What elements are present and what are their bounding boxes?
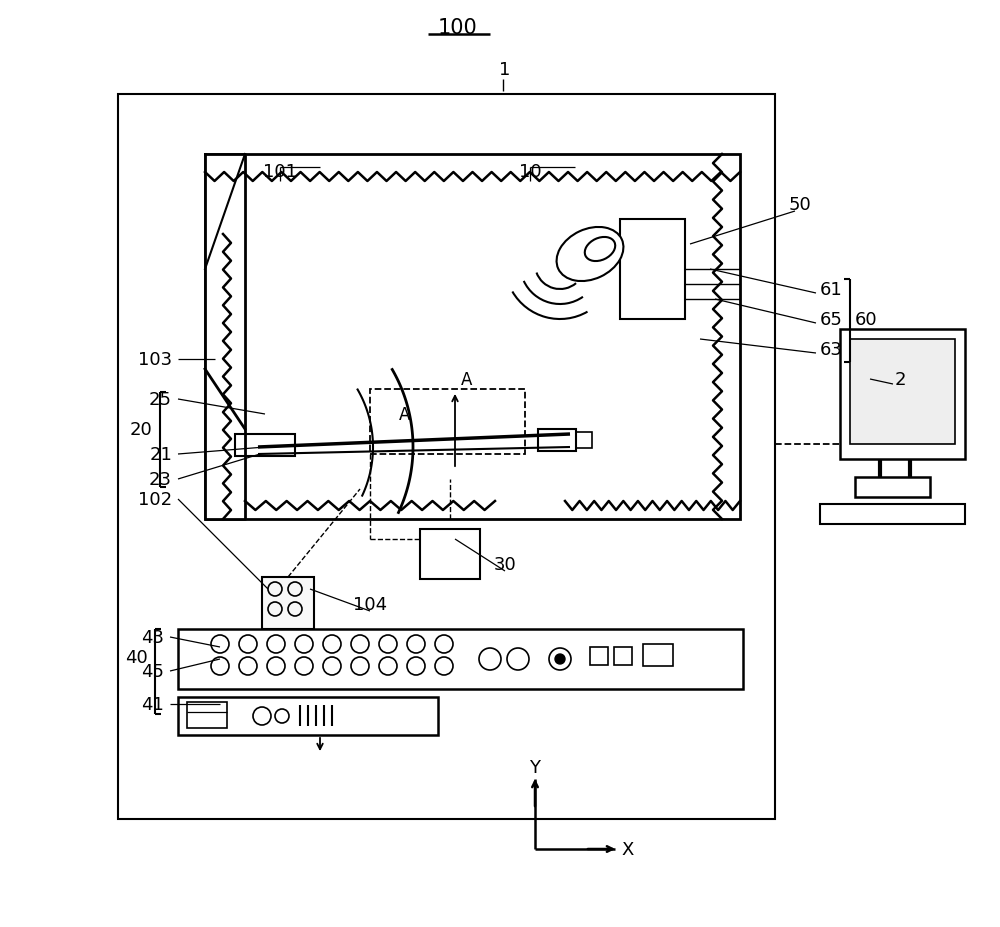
Bar [590,647,608,666]
Text: Y: Y [530,758,540,776]
Bar [614,647,632,666]
Text: 30: 30 [494,555,516,574]
Bar [820,504,965,525]
Text: 102: 102 [138,490,172,508]
Bar [576,433,592,449]
Text: 25: 25 [149,390,172,409]
Text: 45: 45 [141,662,164,680]
Bar [538,429,576,451]
Bar [620,220,685,320]
Text: 1: 1 [499,61,511,79]
Text: 43: 43 [141,629,164,646]
Text: 23: 23 [149,471,172,489]
Bar [850,339,955,445]
Circle shape [555,654,565,665]
Bar [643,644,673,667]
Text: 63: 63 [820,340,843,359]
Bar [187,703,227,729]
Text: 41: 41 [141,695,164,713]
Text: 100: 100 [438,18,478,38]
Text: 40: 40 [125,648,148,667]
Text: 20: 20 [129,421,152,438]
Text: 101: 101 [263,163,297,181]
Bar [262,578,314,629]
Bar [370,389,525,454]
Text: 103: 103 [138,350,172,369]
Bar [205,155,740,519]
Text: 10: 10 [519,163,541,181]
Bar [840,330,965,460]
Text: 50: 50 [789,196,811,214]
Ellipse shape [557,228,623,282]
Text: X: X [622,840,634,858]
Text: 2: 2 [894,371,906,388]
Text: 61: 61 [820,281,843,298]
Bar [178,629,743,690]
Bar [420,529,480,579]
Text: A: A [399,406,411,424]
Bar [178,697,438,735]
Bar [118,95,775,819]
Bar [855,477,930,498]
Polygon shape [205,155,245,519]
Bar [235,435,295,456]
Text: A: A [461,371,473,388]
Text: 65: 65 [820,311,843,329]
Text: 104: 104 [353,595,387,614]
Ellipse shape [585,237,615,261]
Text: 60: 60 [855,311,878,329]
Text: 21: 21 [149,446,172,464]
